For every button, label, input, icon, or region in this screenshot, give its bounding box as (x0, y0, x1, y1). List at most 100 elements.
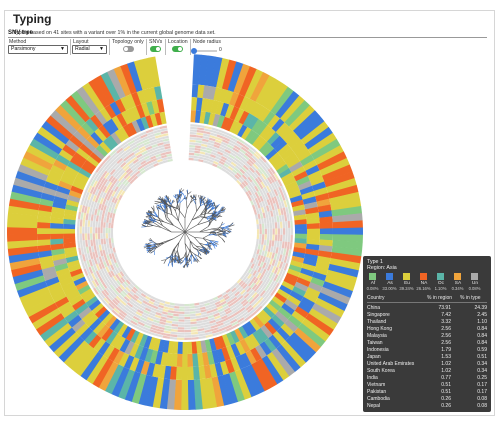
location-segment[interactable] (332, 220, 363, 229)
location-segment[interactable] (118, 352, 130, 367)
tree-branch[interactable] (226, 228, 232, 232)
tree-branch[interactable] (220, 223, 225, 226)
location-segment[interactable] (275, 90, 300, 119)
location-segment[interactable] (332, 227, 364, 236)
location-segment[interactable] (131, 373, 147, 404)
location-segment[interactable] (41, 265, 56, 276)
location-segment[interactable] (146, 362, 156, 377)
location-segment[interactable] (136, 118, 146, 132)
location-segment[interactable] (67, 160, 82, 173)
location-segment[interactable] (251, 118, 264, 133)
location-segment[interactable] (263, 338, 277, 353)
location-segment[interactable] (94, 128, 108, 142)
tree-branch[interactable] (190, 255, 193, 261)
location-segment[interactable] (318, 210, 333, 218)
location-segment[interactable] (286, 294, 301, 307)
location-segment[interactable] (193, 379, 203, 410)
tree-branch[interactable] (150, 216, 156, 220)
tree-branch[interactable] (199, 242, 205, 248)
location-segment[interactable] (110, 333, 122, 348)
location-segment[interactable] (131, 120, 142, 134)
location-segment[interactable] (277, 143, 291, 157)
location-segment[interactable] (294, 228, 307, 235)
location-segment[interactable] (133, 59, 149, 91)
location-segment[interactable] (90, 114, 103, 129)
tree-branch[interactable] (207, 249, 211, 253)
location-segment[interactable] (259, 309, 272, 322)
location-segment[interactable] (64, 310, 79, 323)
tree-branch[interactable] (220, 221, 223, 226)
location-segment[interactable] (255, 138, 268, 151)
location-segment[interactable] (262, 145, 275, 157)
location-segment[interactable] (42, 186, 57, 197)
tree-branch[interactable] (221, 238, 226, 243)
location-segment[interactable] (288, 161, 303, 173)
location-segment[interactable] (73, 151, 87, 164)
location-segment[interactable] (125, 108, 137, 123)
location-segment[interactable] (106, 135, 119, 148)
tree-branch[interactable] (228, 222, 234, 228)
location-segment[interactable] (76, 147, 90, 160)
location-segment[interactable] (82, 82, 105, 112)
tree-branch[interactable] (147, 222, 154, 224)
location-segment[interactable] (294, 238, 307, 244)
location-segment[interactable] (255, 121, 268, 136)
location-segment[interactable] (215, 101, 225, 116)
tree-branch[interactable] (193, 194, 196, 199)
tree-branch[interactable] (148, 213, 153, 215)
location-segment[interactable] (245, 321, 257, 334)
location-segment[interactable] (119, 338, 131, 353)
location-segment[interactable] (58, 336, 85, 363)
location-segment[interactable] (110, 132, 122, 145)
tree-branch[interactable] (171, 255, 176, 258)
location-segment[interactable] (248, 333, 260, 348)
tree-branch[interactable] (190, 260, 192, 264)
location-segment[interactable] (203, 364, 212, 379)
method-select[interactable]: Parsimony ▼ (8, 45, 68, 54)
location-segment[interactable] (47, 281, 62, 293)
location-segment[interactable] (98, 361, 119, 392)
location-segment[interactable] (98, 309, 111, 322)
location-segment[interactable] (92, 321, 106, 335)
location-segment[interactable] (287, 314, 302, 328)
tree-branch[interactable] (191, 216, 201, 221)
location-segment[interactable] (62, 170, 77, 182)
location-segment[interactable] (129, 343, 140, 358)
tree-branch[interactable] (153, 210, 159, 218)
tree-branch[interactable] (165, 256, 171, 260)
location-segment[interactable] (237, 124, 248, 138)
location-segment[interactable] (70, 156, 84, 169)
location-segment[interactable] (11, 184, 43, 199)
location-segment[interactable] (75, 322, 90, 337)
location-segment[interactable] (101, 327, 114, 342)
tree-branch[interactable] (198, 195, 201, 200)
tree-branch[interactable] (179, 261, 184, 264)
location-segment[interactable] (22, 291, 53, 311)
location-segment[interactable] (265, 148, 278, 161)
location-segment[interactable] (293, 209, 306, 217)
location-segment[interactable] (307, 170, 323, 182)
location-segment[interactable] (245, 350, 257, 365)
location-segment[interactable] (256, 312, 268, 325)
location-segment[interactable] (20, 157, 51, 176)
location-segment[interactable] (305, 286, 321, 298)
location-segment[interactable] (50, 217, 64, 224)
location-segment[interactable] (89, 317, 102, 331)
location-segment[interactable] (211, 376, 225, 408)
tree-branch[interactable] (192, 194, 195, 200)
location-segment[interactable] (92, 148, 105, 160)
location-segment[interactable] (229, 120, 239, 134)
location-segment[interactable] (62, 144, 77, 157)
location-segment[interactable] (63, 218, 76, 225)
location-segment[interactable] (297, 301, 312, 314)
location-segment[interactable] (140, 360, 150, 375)
location-segment[interactable] (191, 84, 199, 98)
location-segment[interactable] (291, 310, 306, 324)
location-segment[interactable] (89, 151, 102, 164)
location-segment[interactable] (314, 145, 344, 166)
tree-branch[interactable] (183, 251, 187, 258)
tree-branch[interactable] (150, 211, 153, 215)
tree-branch[interactable] (156, 206, 159, 212)
tree-branch[interactable] (153, 246, 158, 251)
location-segment[interactable] (285, 181, 298, 191)
